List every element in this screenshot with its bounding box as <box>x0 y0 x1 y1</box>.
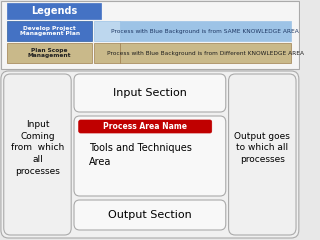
FancyBboxPatch shape <box>74 200 226 230</box>
FancyBboxPatch shape <box>1 71 299 238</box>
Bar <box>94 43 120 63</box>
Text: Tools and Techniques
Area: Tools and Techniques Area <box>89 143 192 167</box>
Text: Process with Blue Background is from SAME KNOWLEDGE AREA: Process with Blue Background is from SAM… <box>111 29 299 34</box>
Bar <box>120 43 291 63</box>
Text: Legends: Legends <box>31 6 77 16</box>
FancyBboxPatch shape <box>228 74 296 235</box>
Text: Develop Project
Management Plan: Develop Project Management Plan <box>20 26 80 36</box>
Bar <box>1 1 299 69</box>
Bar <box>7 3 101 19</box>
Text: Output Section: Output Section <box>108 210 192 220</box>
Bar <box>7 43 92 63</box>
Text: Plan Scope
Management: Plan Scope Management <box>28 48 71 58</box>
Text: Input Section: Input Section <box>113 88 187 98</box>
Text: Output goes
to which all
processes: Output goes to which all processes <box>234 132 290 164</box>
Bar <box>7 21 92 41</box>
Bar <box>120 21 291 41</box>
Text: Process Area Name: Process Area Name <box>103 122 187 131</box>
Text: Process with Blue Background is from Different KNOWLEDGE AREA: Process with Blue Background is from Dif… <box>107 50 304 55</box>
Bar <box>94 21 120 41</box>
FancyBboxPatch shape <box>4 74 71 235</box>
Text: Input
Coming
from  which
all
processes: Input Coming from which all processes <box>11 120 64 176</box>
FancyBboxPatch shape <box>74 74 226 112</box>
FancyBboxPatch shape <box>74 116 226 196</box>
FancyBboxPatch shape <box>79 120 212 133</box>
